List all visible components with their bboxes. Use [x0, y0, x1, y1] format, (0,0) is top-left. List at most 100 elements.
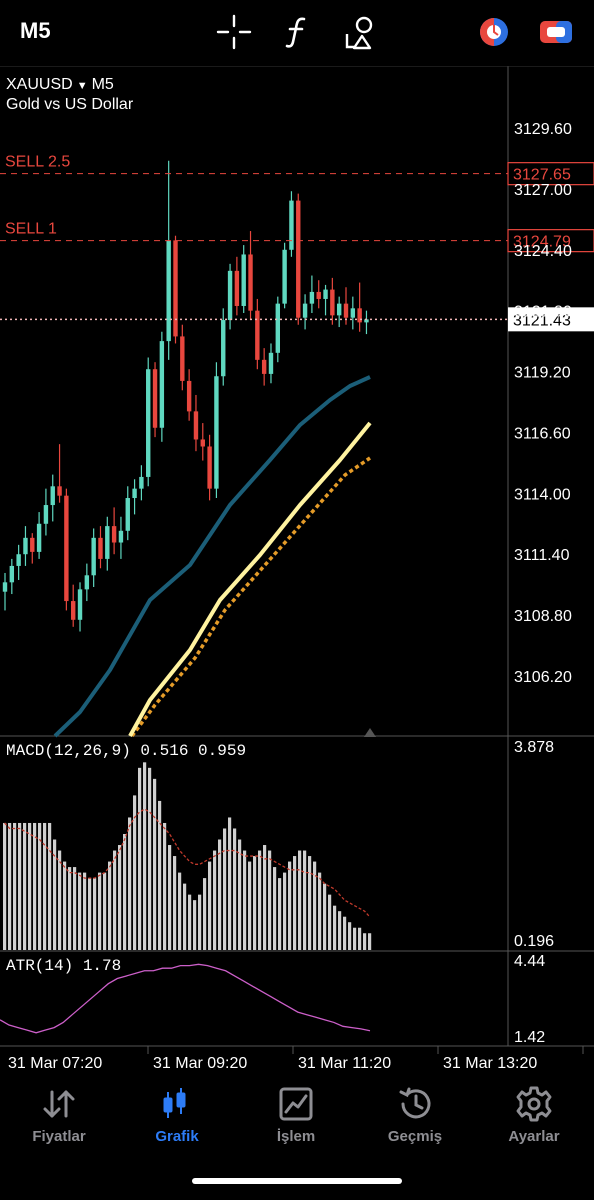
candle-body [255, 310, 260, 360]
macd-bar [293, 856, 297, 950]
macd-bar [258, 850, 262, 950]
candle [105, 516, 110, 571]
candle [146, 357, 151, 487]
macd-bar [33, 822, 37, 950]
candle [30, 533, 35, 564]
price-tick-label: 3111.40 [514, 547, 570, 564]
candle-body [43, 505, 49, 524]
macd-signal-line [4, 808, 371, 918]
one-click-trading-icon[interactable] [476, 14, 512, 50]
candle-body [336, 303, 342, 316]
macd-bar [158, 800, 162, 950]
candle [43, 488, 49, 536]
macd-bar [328, 894, 332, 950]
function-icon[interactable] [280, 14, 316, 50]
macd-bar [233, 828, 237, 950]
macd-bar [68, 867, 72, 950]
macd-bar [228, 817, 232, 950]
nav-quotes[interactable]: Fiyatlar [0, 1080, 118, 1160]
macd-bar [83, 872, 87, 950]
candle-body [207, 446, 212, 489]
candle-body [343, 303, 349, 318]
candle [57, 444, 62, 503]
chart-canvas[interactable]: SELL 2.5 3127.65 SELL 1 3124.79 3121.43 3129… [0, 66, 594, 1080]
price-tick-label: 3121.80 [514, 304, 572, 321]
time-tick-label: 31 Mar 13:20 [443, 1055, 537, 1072]
candle [241, 245, 246, 314]
nav-settings-label: Ayarlar [508, 1128, 560, 1145]
macd-bar [348, 922, 352, 950]
macd-bar [238, 839, 242, 950]
nav-chart-label: Grafik [155, 1128, 199, 1145]
macd-bar [248, 861, 252, 950]
macd-bar [3, 822, 7, 950]
current-price-box [508, 307, 594, 332]
candle [207, 434, 212, 501]
macd-bar [73, 867, 77, 950]
macd-axis-label: 0.196 [514, 933, 554, 950]
macd-bar [8, 822, 12, 950]
candle [118, 516, 124, 559]
nav-settings[interactable]: Ayarlar [475, 1080, 593, 1160]
candle-body [84, 575, 90, 590]
atr-axis-label: 1.42 [514, 1029, 545, 1046]
macd-bar [363, 933, 367, 950]
candle-body [125, 498, 130, 531]
macd-bar [218, 839, 222, 950]
top-toolbar: M5 [0, 0, 594, 66]
crosshair-icon[interactable] [216, 14, 252, 50]
objects-icon[interactable] [343, 14, 379, 50]
symbol-period: M5 [91, 76, 114, 93]
chevron-down-icon[interactable]: ▼ [76, 80, 88, 92]
nav-history[interactable]: Geçmiş [356, 1080, 474, 1160]
macd-label: MACD(12,26,9) 0.516 0.959 [6, 742, 247, 760]
candle [357, 282, 362, 332]
level-label: SELL 2.5 [5, 154, 70, 171]
candle [275, 296, 280, 363]
candle-body [289, 200, 294, 250]
moving-averages [53, 375, 372, 738]
macd-bar [58, 850, 62, 950]
symbol-description: Gold vs US Dollar [6, 96, 134, 113]
macd-bar [283, 872, 287, 950]
time-tick-label: 31 Mar 09:20 [153, 1055, 247, 1072]
candle-body [98, 537, 103, 559]
candle-body [111, 526, 117, 543]
macd-bar [123, 834, 127, 950]
nav-trade-label: İşlem [276, 1128, 316, 1145]
nav-trade[interactable]: İşlem [237, 1080, 355, 1160]
timeframe-selector[interactable]: M5 [20, 18, 51, 43]
macd-bar [173, 856, 177, 950]
candle [139, 465, 144, 501]
home-indicator[interactable] [192, 1178, 402, 1184]
macd-bar [368, 933, 372, 950]
candle [125, 486, 130, 541]
gear-icon [514, 1084, 554, 1124]
candle [350, 296, 356, 330]
candle [214, 362, 219, 499]
candle-body [309, 291, 315, 304]
macd-bar [188, 894, 192, 950]
macd-bar [178, 872, 182, 950]
macd-bar [343, 916, 347, 950]
scroll-marker-icon[interactable] [364, 728, 376, 737]
chart-area[interactable]: SELL 2.5 3127.65 SELL 1 3124.79 3121.43 3129… [0, 66, 594, 1080]
macd-axis-label: 3.878 [514, 739, 554, 756]
macd-bar [313, 861, 317, 950]
candle [261, 348, 267, 386]
nav-chart[interactable]: Grafik [118, 1080, 236, 1160]
level-price-box [507, 229, 594, 253]
macd-bar [108, 861, 112, 950]
atr-label: ATR(14) 1.78 [6, 957, 122, 975]
price-tick-label: 3129.60 [514, 121, 572, 138]
trade-toggle-icon[interactable] [538, 14, 574, 50]
macd-bar [298, 850, 302, 950]
candle-body [221, 320, 226, 377]
candle [289, 191, 294, 257]
time-tick-label: 31 Mar 07:20 [8, 1055, 102, 1072]
candle-body [132, 488, 137, 499]
candle [302, 294, 308, 330]
symbol-header[interactable]: XAUUSD ▼ M5 [6, 76, 114, 94]
price-tick-label: 3127.00 [514, 182, 572, 199]
macd-bar [263, 845, 267, 950]
